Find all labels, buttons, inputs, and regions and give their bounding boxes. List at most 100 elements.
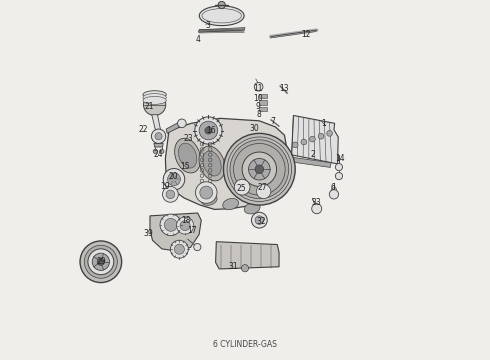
Circle shape <box>230 140 289 199</box>
Circle shape <box>329 190 339 199</box>
Circle shape <box>312 204 322 214</box>
Circle shape <box>335 172 343 180</box>
Circle shape <box>97 258 104 265</box>
Polygon shape <box>259 100 267 105</box>
Ellipse shape <box>174 138 200 173</box>
Circle shape <box>163 168 185 190</box>
Circle shape <box>88 249 114 275</box>
Circle shape <box>180 221 190 230</box>
Circle shape <box>327 131 333 136</box>
Ellipse shape <box>227 159 245 184</box>
Circle shape <box>171 240 188 258</box>
Circle shape <box>234 179 250 195</box>
Ellipse shape <box>144 94 166 116</box>
Polygon shape <box>259 94 267 98</box>
Text: 2: 2 <box>311 150 316 159</box>
Ellipse shape <box>199 146 225 181</box>
Ellipse shape <box>178 143 197 168</box>
Text: 6 CYLINDER-GAS: 6 CYLINDER-GAS <box>213 340 277 349</box>
Text: 25: 25 <box>237 184 246 193</box>
Ellipse shape <box>199 6 244 26</box>
Text: 7: 7 <box>270 117 275 126</box>
Circle shape <box>293 142 298 148</box>
Circle shape <box>176 217 194 234</box>
Ellipse shape <box>244 203 260 214</box>
Text: 17: 17 <box>187 226 197 235</box>
Text: 20: 20 <box>169 172 178 181</box>
Ellipse shape <box>223 154 249 189</box>
Circle shape <box>155 133 162 140</box>
Circle shape <box>301 139 307 145</box>
Circle shape <box>164 219 177 231</box>
Polygon shape <box>216 242 279 269</box>
Ellipse shape <box>202 9 242 23</box>
Polygon shape <box>198 28 245 32</box>
Circle shape <box>194 243 201 251</box>
Circle shape <box>255 165 264 174</box>
Polygon shape <box>150 213 201 251</box>
Ellipse shape <box>143 96 166 104</box>
Text: 11: 11 <box>253 84 262 93</box>
Circle shape <box>92 253 109 270</box>
Circle shape <box>199 121 218 140</box>
Text: 6: 6 <box>330 183 335 192</box>
Circle shape <box>160 214 181 235</box>
Circle shape <box>168 173 180 186</box>
Circle shape <box>335 163 343 171</box>
Circle shape <box>80 241 122 283</box>
Circle shape <box>205 127 212 134</box>
Text: 9: 9 <box>255 102 260 111</box>
Circle shape <box>160 149 164 153</box>
Text: 27: 27 <box>257 183 267 192</box>
Text: 15: 15 <box>180 162 190 171</box>
Circle shape <box>242 152 276 186</box>
Ellipse shape <box>143 94 166 102</box>
Text: 10: 10 <box>253 94 262 103</box>
Polygon shape <box>166 118 287 210</box>
Text: 31: 31 <box>229 262 238 271</box>
Polygon shape <box>287 157 331 167</box>
Circle shape <box>200 186 213 199</box>
Text: 24: 24 <box>153 150 163 159</box>
Circle shape <box>248 158 270 180</box>
Text: 29: 29 <box>96 257 106 266</box>
Circle shape <box>218 1 225 9</box>
Circle shape <box>195 117 222 144</box>
Polygon shape <box>166 121 183 134</box>
Polygon shape <box>154 143 163 147</box>
Text: 8: 8 <box>257 110 262 119</box>
Circle shape <box>151 129 166 143</box>
Text: 16: 16 <box>206 126 216 135</box>
Circle shape <box>310 136 315 142</box>
Polygon shape <box>292 116 338 164</box>
Text: 32: 32 <box>256 217 266 226</box>
Text: 18: 18 <box>181 216 191 225</box>
Circle shape <box>153 149 157 153</box>
Polygon shape <box>152 115 161 133</box>
Polygon shape <box>313 205 320 208</box>
Circle shape <box>223 134 295 205</box>
Circle shape <box>174 244 184 254</box>
Circle shape <box>242 265 248 272</box>
Polygon shape <box>259 107 267 111</box>
Ellipse shape <box>143 91 166 99</box>
Circle shape <box>177 119 186 128</box>
Text: 4: 4 <box>196 35 201 44</box>
Text: 3: 3 <box>205 21 210 30</box>
Text: 1: 1 <box>321 119 326 128</box>
Text: 12: 12 <box>301 30 311 39</box>
Circle shape <box>163 186 178 202</box>
Circle shape <box>84 245 117 278</box>
Text: 39: 39 <box>143 229 153 238</box>
Circle shape <box>256 184 271 199</box>
Text: 13: 13 <box>280 84 289 93</box>
Text: 21: 21 <box>144 102 154 111</box>
Text: 23: 23 <box>184 134 193 143</box>
Text: 33: 33 <box>312 198 321 207</box>
Circle shape <box>196 182 217 203</box>
Polygon shape <box>331 188 337 191</box>
Circle shape <box>251 212 267 228</box>
Text: 30: 30 <box>250 123 260 132</box>
Ellipse shape <box>203 151 221 176</box>
Text: 14: 14 <box>335 154 345 163</box>
